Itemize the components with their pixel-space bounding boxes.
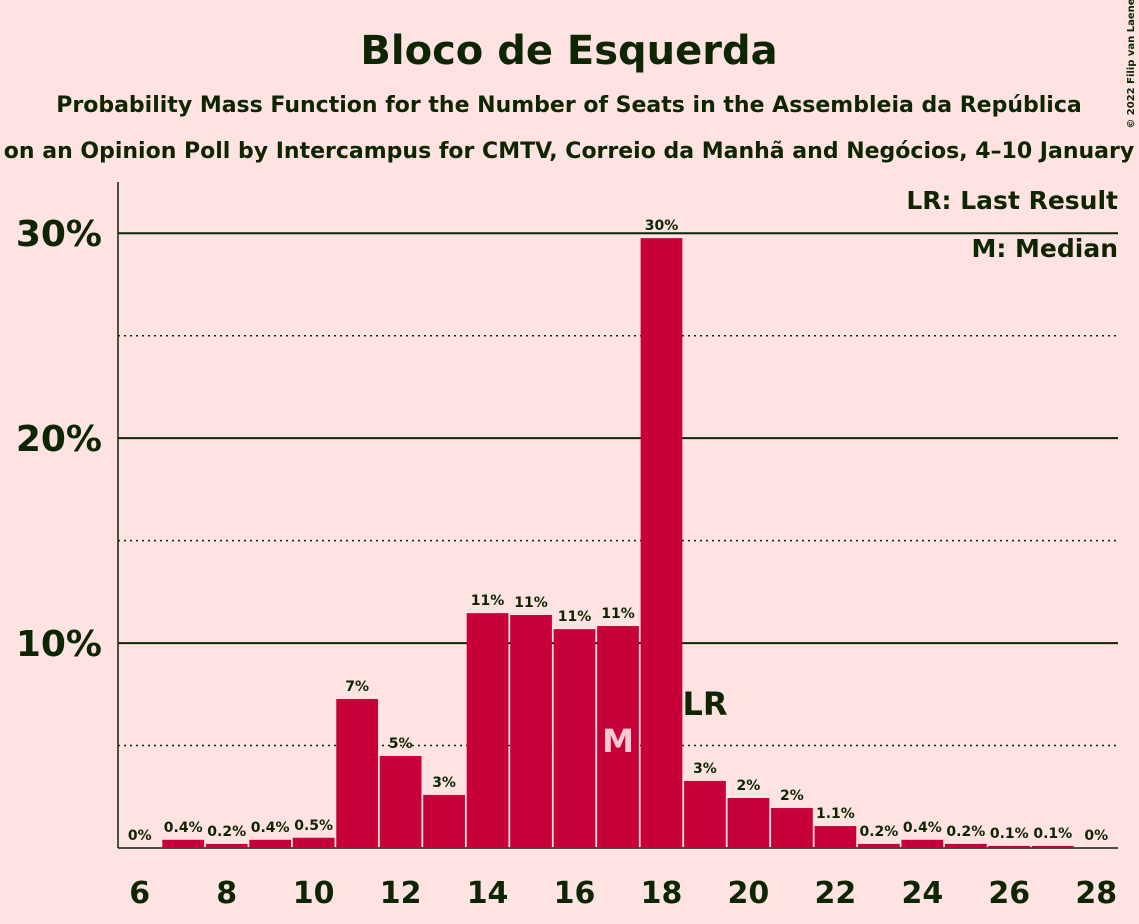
bar bbox=[553, 629, 596, 848]
value-label: 11% bbox=[601, 606, 635, 622]
bar bbox=[466, 613, 509, 848]
chart-subtitle: Probability Mass Function for the Number… bbox=[56, 93, 1081, 118]
legend-entry: LR: Last Result bbox=[906, 186, 1118, 215]
value-label: 0.4% bbox=[903, 820, 942, 836]
value-label: 0.1% bbox=[1033, 826, 1072, 842]
bar bbox=[205, 843, 248, 848]
x-tick-label: 10 bbox=[293, 876, 335, 911]
x-tick-label: 22 bbox=[815, 876, 857, 911]
value-label: 0.2% bbox=[859, 824, 898, 840]
median-marker: M bbox=[602, 722, 634, 760]
bar bbox=[684, 780, 726, 848]
x-tick-label: 16 bbox=[554, 876, 596, 911]
y-tick-label: 30% bbox=[16, 214, 102, 255]
x-tick-label: 6 bbox=[129, 876, 150, 911]
x-tick-label: 28 bbox=[1075, 876, 1117, 911]
value-label: 11% bbox=[471, 593, 505, 609]
bar bbox=[292, 837, 335, 848]
bar bbox=[771, 808, 813, 848]
bar bbox=[379, 755, 422, 848]
value-label: 30% bbox=[645, 218, 679, 234]
bar bbox=[423, 794, 465, 848]
bar bbox=[162, 839, 205, 848]
legend-entry: M: Median bbox=[971, 234, 1118, 263]
x-tick-label: 24 bbox=[901, 876, 943, 911]
value-label: 0% bbox=[128, 828, 152, 844]
x-tick-label: 8 bbox=[216, 876, 237, 911]
value-label: 1.1% bbox=[816, 806, 855, 822]
bar bbox=[1031, 845, 1074, 848]
bar bbox=[944, 843, 987, 848]
bar bbox=[510, 615, 552, 848]
bar bbox=[814, 826, 857, 848]
value-label: 11% bbox=[558, 609, 592, 625]
bar bbox=[597, 626, 639, 848]
value-label: 3% bbox=[432, 775, 456, 791]
bar bbox=[988, 845, 1031, 848]
x-tick-label: 18 bbox=[641, 876, 683, 911]
copyright: © 2022 Filip van Laenen bbox=[1126, 0, 1137, 129]
x-tick-label: 20 bbox=[728, 876, 770, 911]
value-label: 11% bbox=[514, 595, 548, 611]
value-label: 0.2% bbox=[946, 824, 985, 840]
value-label: 0.5% bbox=[294, 818, 333, 834]
bar bbox=[901, 839, 944, 848]
x-tick-label: 14 bbox=[467, 876, 509, 911]
x-tick-label: 26 bbox=[988, 876, 1030, 911]
last-result-marker: LR bbox=[682, 685, 727, 723]
value-label: 7% bbox=[345, 679, 369, 695]
bar bbox=[858, 843, 900, 848]
value-label: 5% bbox=[389, 736, 413, 752]
value-label: 0.4% bbox=[164, 820, 203, 836]
y-tick-label: 10% bbox=[16, 624, 102, 665]
value-label: 3% bbox=[693, 761, 717, 777]
value-label: 2% bbox=[780, 788, 804, 804]
value-label: 2% bbox=[737, 778, 761, 794]
bar bbox=[727, 797, 770, 848]
bar bbox=[336, 699, 378, 848]
chart-subtitle: on an Opinion Poll by Intercampus for CM… bbox=[4, 139, 1134, 164]
bar bbox=[640, 238, 683, 848]
value-label: 0.1% bbox=[990, 826, 1029, 842]
bar bbox=[249, 839, 292, 848]
chart-title: Bloco de Esquerda bbox=[360, 28, 777, 74]
value-label: 0.2% bbox=[207, 824, 246, 840]
value-label: 0.4% bbox=[251, 820, 290, 836]
y-tick-label: 20% bbox=[16, 419, 102, 460]
value-label: 0% bbox=[1084, 828, 1108, 844]
x-tick-label: 12 bbox=[380, 876, 422, 911]
